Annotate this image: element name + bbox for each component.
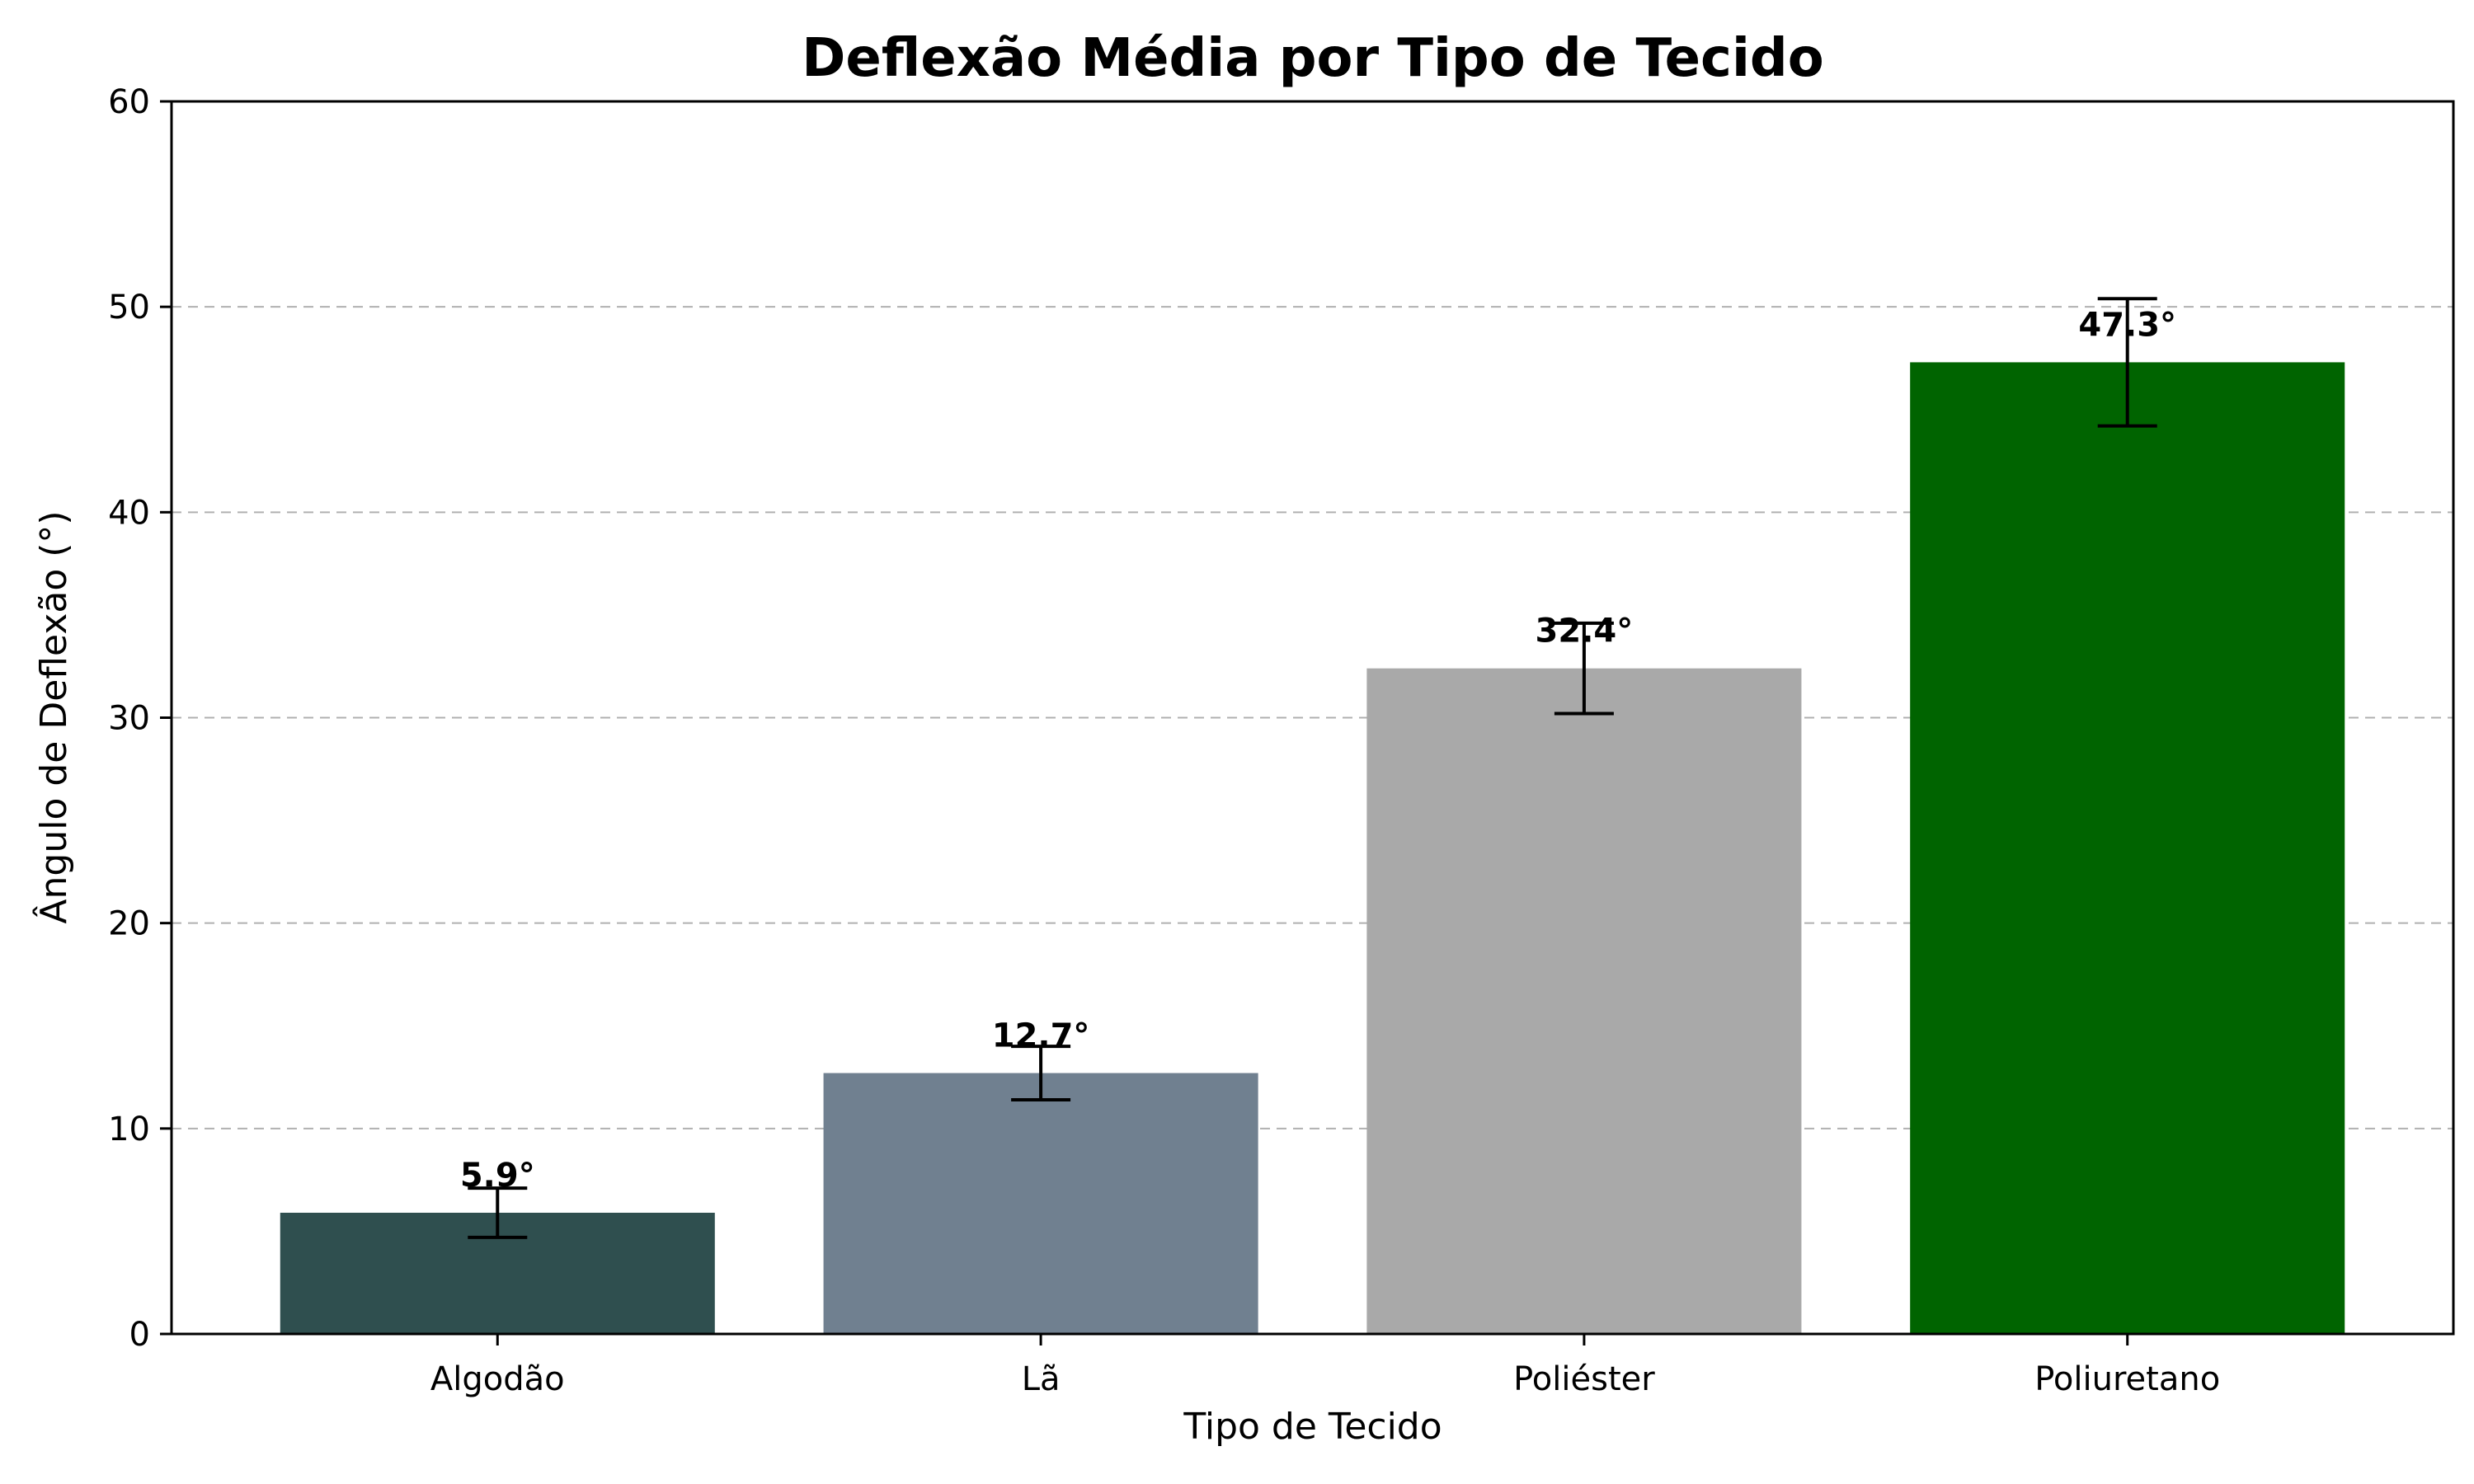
chart-title: Deflexão Média por Tipo de Tecido: [802, 28, 1823, 89]
y-tick-label: 60: [108, 83, 150, 121]
y-axis-label: Ângulo de Deflexão (°): [31, 510, 75, 923]
bars: [280, 362, 2345, 1335]
value-label-1: 5.9°: [460, 1157, 535, 1195]
value-label-2: 12.7°: [992, 1017, 1090, 1055]
x-axis-label: Tipo de Tecido: [1183, 1406, 1442, 1448]
value-labels: 5.9° 12.7° 32.4° 47.3°: [460, 306, 2176, 1195]
value-label-3: 32.4°: [1536, 613, 1634, 650]
x-tick-label: Poliuretano: [2034, 1360, 2220, 1398]
y-tick-label: 10: [108, 1111, 150, 1148]
bar-4: [1910, 362, 2345, 1335]
y-tick-label: 20: [108, 905, 150, 943]
y-tick-label: 30: [108, 700, 150, 738]
x-tick-label: Algodão: [430, 1360, 565, 1398]
bar-2: [823, 1073, 1258, 1334]
bar-3: [1366, 668, 1802, 1334]
x-tick-label: Lã: [1022, 1360, 1061, 1398]
error-bars: [468, 297, 2157, 1239]
x-tick-label: Poliéster: [1513, 1360, 1655, 1398]
y-tick-label: 50: [108, 289, 150, 326]
axis-ticks: 0 10 20 30 40 50 60 Algodão Lã Poliéster Poliureta…: [108, 83, 2220, 1398]
value-label-4: 47.3°: [2078, 306, 2176, 344]
y-tick-label: 0: [129, 1316, 150, 1354]
y-tick-label: 40: [108, 494, 150, 532]
